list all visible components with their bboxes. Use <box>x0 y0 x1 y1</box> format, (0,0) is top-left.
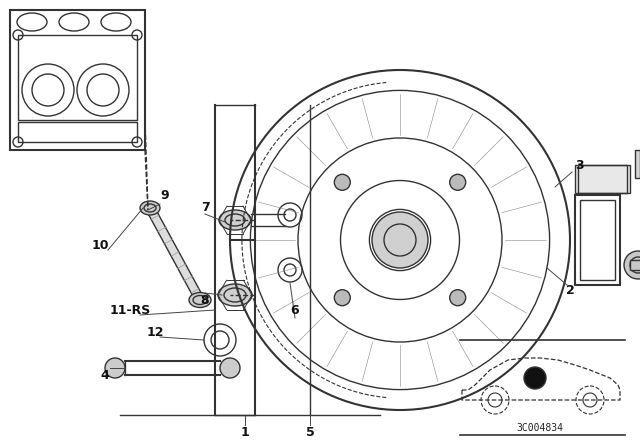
Bar <box>575 195 620 285</box>
Circle shape <box>220 358 240 378</box>
Circle shape <box>524 367 546 389</box>
Text: 3: 3 <box>576 159 584 172</box>
Text: 12: 12 <box>147 326 164 339</box>
Circle shape <box>334 174 350 190</box>
Ellipse shape <box>189 293 211 307</box>
Circle shape <box>450 174 466 190</box>
Polygon shape <box>145 208 205 300</box>
Bar <box>630 260 640 270</box>
Text: 5: 5 <box>306 426 314 439</box>
Bar <box>18 122 137 142</box>
Bar <box>578 165 627 193</box>
Bar <box>575 165 630 193</box>
Text: 6: 6 <box>291 303 300 316</box>
Circle shape <box>334 290 350 306</box>
Text: 8: 8 <box>201 293 209 306</box>
Text: 10: 10 <box>92 238 109 251</box>
Ellipse shape <box>218 284 252 306</box>
Circle shape <box>450 290 466 306</box>
Circle shape <box>105 358 125 378</box>
Circle shape <box>372 212 428 268</box>
Ellipse shape <box>140 201 160 215</box>
Text: 2: 2 <box>566 284 574 297</box>
Text: 4: 4 <box>100 369 109 382</box>
Circle shape <box>624 251 640 279</box>
Text: 3C004834: 3C004834 <box>516 423 563 433</box>
Text: 9: 9 <box>161 189 170 202</box>
Text: 1: 1 <box>241 426 250 439</box>
Bar <box>580 200 615 280</box>
Bar <box>635 150 640 178</box>
Bar <box>10 10 145 150</box>
Bar <box>18 35 137 120</box>
Text: 11-RS: 11-RS <box>109 303 150 316</box>
Text: 7: 7 <box>200 201 209 214</box>
Ellipse shape <box>219 210 251 230</box>
